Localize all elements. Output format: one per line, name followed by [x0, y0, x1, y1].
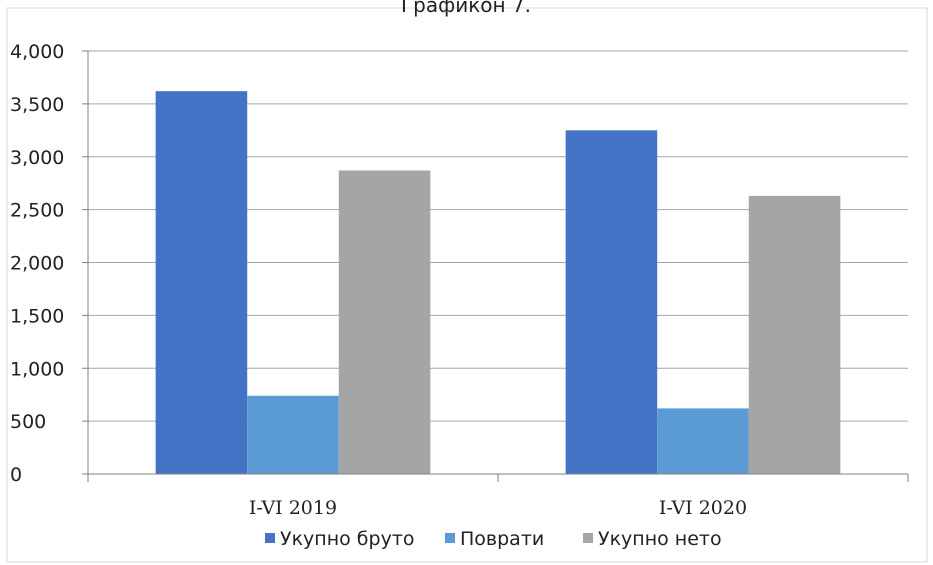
- bar: [155, 91, 248, 474]
- y-tick-label: 2,500: [10, 200, 64, 222]
- legend-label: Укупно нето: [598, 528, 722, 550]
- bars: [155, 91, 841, 474]
- legend-label: Поврати: [460, 528, 544, 550]
- bar: [565, 130, 658, 474]
- bar: [247, 395, 339, 474]
- x-axis-categories: I-VI 2019 I-VI 2020: [249, 497, 747, 519]
- y-axis-ticks: 0 500 1,000 1,500 2,000 2,500 3,000 3,500 4,000: [10, 41, 88, 486]
- y-tick-label: 2,000: [10, 253, 64, 275]
- y-tick-label: 0: [10, 464, 22, 486]
- legend-swatch: [445, 533, 455, 543]
- y-tick-label: 4,000: [10, 41, 64, 63]
- legend: Укупно бруто Поврати Укупно нето: [265, 528, 722, 550]
- bar: [657, 408, 749, 474]
- bar: [748, 195, 841, 474]
- chart-border: [6, 7, 928, 563]
- x-category-label: I-VI 2019: [249, 497, 337, 519]
- legend-swatch: [583, 533, 593, 543]
- y-tick-label: 3,500: [10, 94, 64, 116]
- bar: [338, 170, 431, 474]
- chart-title: Графикон 7.: [401, 0, 531, 17]
- y-tick-label: 1,500: [10, 305, 64, 327]
- y-tick-label: 500: [10, 411, 46, 433]
- y-tick-label: 3,000: [10, 147, 64, 169]
- x-axis: [87, 51, 909, 482]
- legend-swatch: [265, 533, 275, 543]
- x-category-label: I-VI 2020: [659, 497, 747, 519]
- y-tick-label: 1,000: [10, 358, 64, 380]
- legend-label: Укупно бруто: [280, 528, 415, 550]
